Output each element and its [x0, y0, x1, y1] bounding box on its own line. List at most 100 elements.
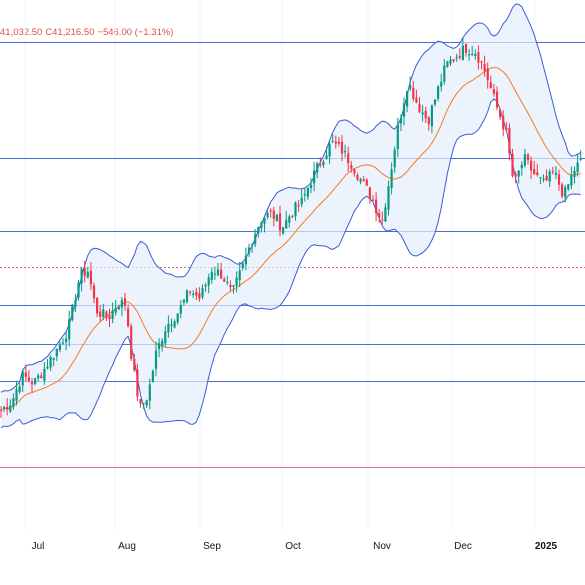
candle-body: [337, 141, 340, 144]
candle-body: [291, 215, 294, 217]
candle-body: [123, 298, 127, 306]
x-axis-label-oct: Oct: [285, 541, 301, 552]
candle-body: [77, 282, 80, 298]
candle-body: [65, 338, 68, 342]
candle-body: [387, 186, 390, 210]
candle-body: [533, 169, 536, 175]
candle-body: [390, 169, 393, 189]
candle-body: [24, 372, 27, 377]
candle-body: [526, 154, 530, 161]
candle-body: [164, 331, 167, 344]
candle-body: [350, 165, 353, 169]
candle-body: [309, 184, 313, 189]
candle-body: [378, 213, 381, 218]
bollinger-upper-line: [0, 3, 581, 393]
candle-body: [167, 323, 170, 333]
candle-body: [139, 398, 142, 404]
candle-body: [254, 234, 257, 245]
x-axis-label-2025: 2025: [535, 541, 558, 552]
candle-body: [362, 179, 365, 181]
candle-body: [102, 309, 105, 317]
candle-body: [105, 311, 108, 318]
candle-body: [185, 290, 189, 303]
candle-body: [545, 175, 548, 181]
ohlc-close-label: C: [45, 27, 53, 38]
candle-body: [120, 300, 123, 308]
candle-body: [52, 358, 55, 360]
candle-body: [148, 384, 151, 401]
candle-body: [557, 174, 561, 185]
candle-body: [6, 406, 9, 410]
x-axis-label-nov: Nov: [373, 541, 391, 552]
x-axis-label-dec: Dec: [454, 541, 472, 552]
candle-body: [96, 297, 99, 314]
candle-body: [40, 375, 43, 379]
candle-body: [433, 99, 437, 105]
candle-body: [328, 143, 331, 157]
candle-body: [536, 172, 539, 175]
candle-body: [226, 282, 229, 284]
candle-body: [21, 371, 24, 386]
candle-body: [207, 277, 210, 286]
candle-body: [136, 369, 139, 397]
candle-body: [114, 307, 117, 313]
candle-body: [495, 91, 499, 108]
candle-body: [99, 311, 102, 317]
candle-body: [415, 97, 418, 103]
candle-body: [257, 227, 260, 234]
candle-body: [223, 279, 226, 282]
candle-body: [325, 155, 328, 160]
candle-body: [579, 158, 582, 160]
candle-body: [573, 170, 576, 177]
candle-body: [477, 52, 480, 63]
ohlc-low: 41,032.50: [0, 27, 43, 38]
candle-body: [269, 210, 272, 212]
candle-body: [492, 89, 495, 94]
candle-body: [55, 348, 58, 357]
candle-body: [272, 210, 275, 219]
candle-body: [520, 164, 523, 169]
candle-body: [133, 358, 136, 371]
candle-body: [266, 213, 269, 218]
candle-body: [27, 377, 30, 381]
candle-body: [393, 149, 396, 168]
candle-body: [570, 175, 573, 186]
candle-body: [263, 217, 266, 224]
candle-body: [294, 202, 297, 217]
candle-body: [303, 194, 306, 196]
candle-body: [452, 59, 455, 61]
candle-body: [161, 340, 164, 347]
candle-body: [297, 205, 300, 207]
candle-body: [437, 86, 440, 99]
candle-body: [539, 177, 542, 179]
candle-body: [201, 288, 204, 298]
candle-body: [344, 150, 347, 153]
candle-body: [530, 160, 533, 171]
candle-body: [61, 342, 65, 344]
candle-body: [182, 299, 185, 303]
candle-body: [334, 141, 337, 144]
candle-body: [499, 109, 502, 118]
candle-body: [204, 285, 207, 287]
candle-body: [359, 179, 362, 182]
candle-body: [486, 68, 489, 81]
candle-body: [356, 174, 359, 180]
x-axis-label-sep: Sep: [203, 541, 221, 552]
candle-body: [464, 43, 468, 53]
candle-body: [505, 128, 508, 130]
candle-body: [489, 82, 492, 89]
x-axis-label-aug: Aug: [118, 541, 136, 552]
x-axis-label-jul: Jul: [32, 541, 45, 552]
candle-body: [430, 105, 433, 127]
candle-body: [561, 184, 564, 197]
candle-body: [523, 154, 526, 166]
candle-body: [480, 61, 483, 63]
candle-body: [548, 171, 551, 182]
candle-body: [71, 304, 74, 320]
candle-body: [368, 187, 371, 199]
candle-body: [176, 313, 179, 323]
candle-body: [0, 410, 3, 412]
candle-body: [412, 87, 415, 99]
bollinger-fill: [1, 4, 581, 428]
